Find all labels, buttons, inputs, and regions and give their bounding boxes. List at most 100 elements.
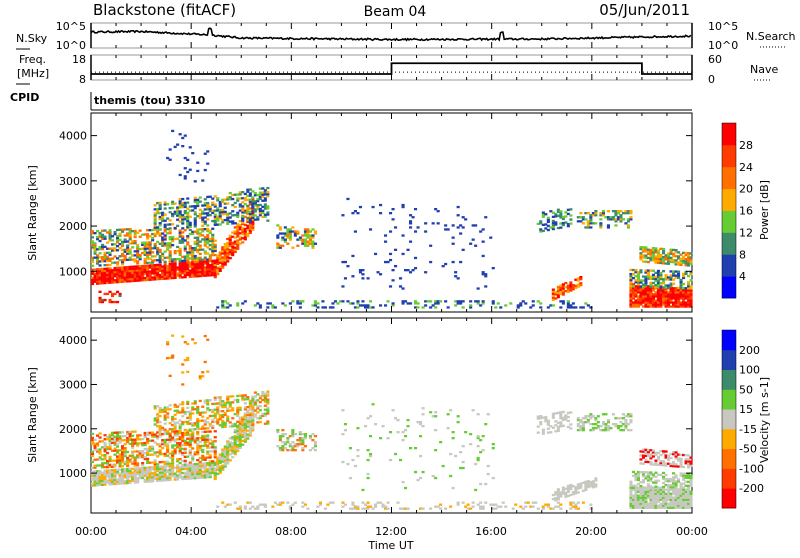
power-cell	[612, 216, 615, 218]
velocity-cell	[397, 502, 400, 504]
power-cell	[194, 211, 197, 213]
power-cell	[296, 230, 299, 232]
velocity-cell	[249, 508, 252, 510]
velocity-cell	[281, 429, 284, 431]
power-cell	[687, 281, 690, 283]
velocity-cell	[121, 431, 124, 433]
power-cell	[106, 293, 109, 295]
velocity-cell	[204, 411, 207, 413]
power-cell	[559, 227, 562, 229]
velocity-cell	[367, 508, 370, 510]
velocity-cell	[246, 418, 249, 420]
velocity-cell	[129, 482, 132, 484]
velocity-cell	[134, 431, 137, 433]
velocity-cell	[372, 403, 375, 405]
velocity-cell	[589, 504, 592, 506]
power-cell	[266, 187, 269, 189]
velocity-cell	[136, 462, 139, 464]
velocity-cell	[657, 480, 660, 482]
power-cell	[644, 282, 647, 284]
power-cell	[181, 198, 184, 200]
power-cell	[414, 257, 417, 259]
power-cell	[662, 250, 665, 252]
velocity-cell	[114, 475, 117, 477]
power-cell	[236, 216, 239, 218]
velocity-cell	[407, 425, 410, 427]
power-cell	[629, 212, 632, 214]
velocity-cell	[291, 441, 294, 443]
power-cell	[214, 203, 217, 205]
power-cell	[289, 237, 292, 239]
power-cell	[639, 281, 642, 283]
velocity-cell	[291, 429, 294, 431]
velocity-cell	[382, 504, 385, 506]
power-cell	[281, 245, 284, 247]
power-cell	[196, 237, 199, 239]
power-cell	[554, 221, 557, 223]
velocity-cell	[141, 464, 144, 466]
velocity-cell	[206, 403, 209, 405]
velocity-cell	[166, 449, 169, 451]
power-cell	[482, 241, 485, 243]
power-cell	[209, 256, 212, 258]
velocity-cell	[447, 413, 450, 415]
velocity-cell	[156, 417, 159, 419]
power-cell	[670, 299, 673, 301]
velocity-cell	[201, 371, 204, 373]
power-cell	[562, 300, 565, 302]
power-cell	[624, 222, 627, 224]
velocity-cell	[562, 425, 565, 427]
power-cell	[284, 226, 287, 228]
power-cell	[204, 221, 207, 223]
velocity-cell	[539, 423, 542, 425]
velocity-cell	[504, 506, 507, 508]
velocity-cell	[191, 447, 194, 449]
velocity-cell	[116, 445, 119, 447]
velocity-cell	[672, 472, 675, 474]
velocity-cell	[186, 371, 189, 373]
velocity-cell	[459, 451, 462, 453]
power-cell	[166, 203, 169, 205]
velocity-cell	[331, 502, 334, 504]
power-cell	[281, 302, 284, 304]
velocity-cell	[392, 409, 395, 411]
velocity-cell	[161, 447, 164, 449]
power-cell	[662, 248, 665, 250]
velocity-cell	[389, 431, 392, 433]
power-cell	[627, 224, 630, 226]
power-cell	[359, 271, 362, 273]
velocity-cell	[256, 508, 259, 510]
power-cell	[116, 301, 119, 303]
power-cell	[224, 300, 227, 302]
power-cell	[452, 237, 455, 239]
power-cell	[414, 267, 417, 269]
power-cell	[667, 303, 670, 305]
velocity-cell	[181, 415, 184, 417]
power-cell	[672, 283, 675, 285]
velocity-cell	[407, 419, 410, 421]
power-cell	[181, 222, 184, 224]
velocity-cell	[429, 411, 432, 413]
power-cell	[479, 230, 482, 232]
velocity-cell	[474, 489, 477, 491]
velocity-cell	[194, 402, 197, 404]
velocity-cell	[226, 398, 229, 400]
velocity-cell	[181, 383, 184, 385]
velocity-cell	[559, 413, 562, 415]
power-cell	[204, 153, 207, 155]
velocity-cell	[397, 431, 400, 433]
power-cell	[179, 210, 182, 212]
velocity-cell	[224, 412, 227, 414]
power-cell	[474, 224, 477, 226]
power-cell	[336, 302, 339, 304]
velocity-cell	[675, 476, 678, 478]
velocity-cell	[687, 489, 690, 491]
velocity-cell	[214, 450, 217, 452]
velocity-cell	[91, 433, 94, 435]
velocity-cell	[219, 396, 222, 398]
velocity-cell	[492, 443, 495, 445]
nsky-tick-bottom: 10^0	[56, 39, 86, 52]
cpid-value: themis (tou) 3310	[94, 94, 206, 107]
power-cell	[174, 203, 177, 205]
power-cell	[184, 135, 187, 137]
